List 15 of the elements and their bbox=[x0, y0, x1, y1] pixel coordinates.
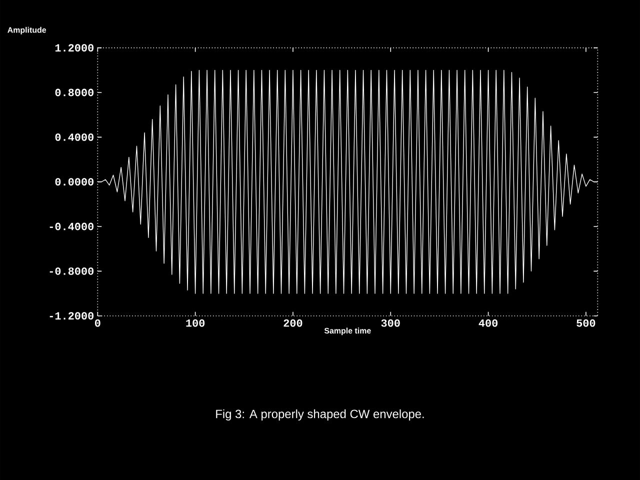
x-tick-label: 400 bbox=[478, 319, 498, 327]
y-tick-label: 0.4000 bbox=[55, 133, 94, 141]
y-tick-label: -0.4000 bbox=[50, 222, 94, 230]
caption: Fig 3: A properly shaped CW envelope. bbox=[216, 409, 424, 421]
line-series bbox=[98, 70, 598, 294]
x-tick-label: 200 bbox=[284, 319, 302, 327]
y-tick-label: 0.0000 bbox=[55, 178, 94, 186]
x-tick-label: 100 bbox=[186, 319, 205, 327]
y-tick-label: -1.2000 bbox=[50, 312, 94, 320]
y-tick-label: 0.8000 bbox=[55, 88, 94, 96]
x-tick-label: 0 bbox=[95, 319, 100, 327]
x-tick-label: 500 bbox=[576, 319, 596, 327]
x-tick-label: 300 bbox=[381, 319, 400, 327]
y-tick-label: 1.2000 bbox=[55, 44, 94, 52]
y-tick-label: -0.8000 bbox=[50, 267, 94, 275]
